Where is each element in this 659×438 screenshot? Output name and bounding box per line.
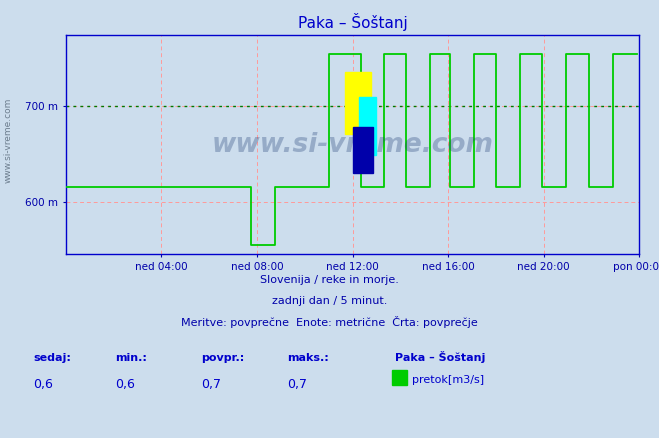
Text: povpr.:: povpr.: (201, 353, 244, 364)
Text: 0,7: 0,7 (287, 378, 306, 391)
Text: Meritve: povprečne  Enote: metrične  Črta: povprečje: Meritve: povprečne Enote: metrične Črta:… (181, 316, 478, 328)
Text: 0,6: 0,6 (33, 378, 53, 391)
Text: www.si-vreme.com: www.si-vreme.com (3, 98, 13, 183)
Text: maks.:: maks.: (287, 353, 328, 364)
Text: sedaj:: sedaj: (33, 353, 71, 364)
Text: min.:: min.: (115, 353, 147, 364)
Text: 0,7: 0,7 (201, 378, 221, 391)
Text: 0,6: 0,6 (115, 378, 135, 391)
Text: Slovenija / reke in morje.: Slovenija / reke in morje. (260, 275, 399, 285)
Title: Paka – Šoštanj: Paka – Šoštanj (298, 13, 407, 31)
Text: www.si-vreme.com: www.si-vreme.com (212, 131, 494, 158)
Text: Paka – Šoštanj: Paka – Šoštanj (395, 351, 486, 364)
Bar (359, 97, 376, 155)
Text: pretok[m3/s]: pretok[m3/s] (412, 375, 484, 385)
Text: zadnji dan / 5 minut.: zadnji dan / 5 minut. (272, 297, 387, 307)
Bar (345, 72, 371, 134)
Bar (353, 127, 374, 173)
